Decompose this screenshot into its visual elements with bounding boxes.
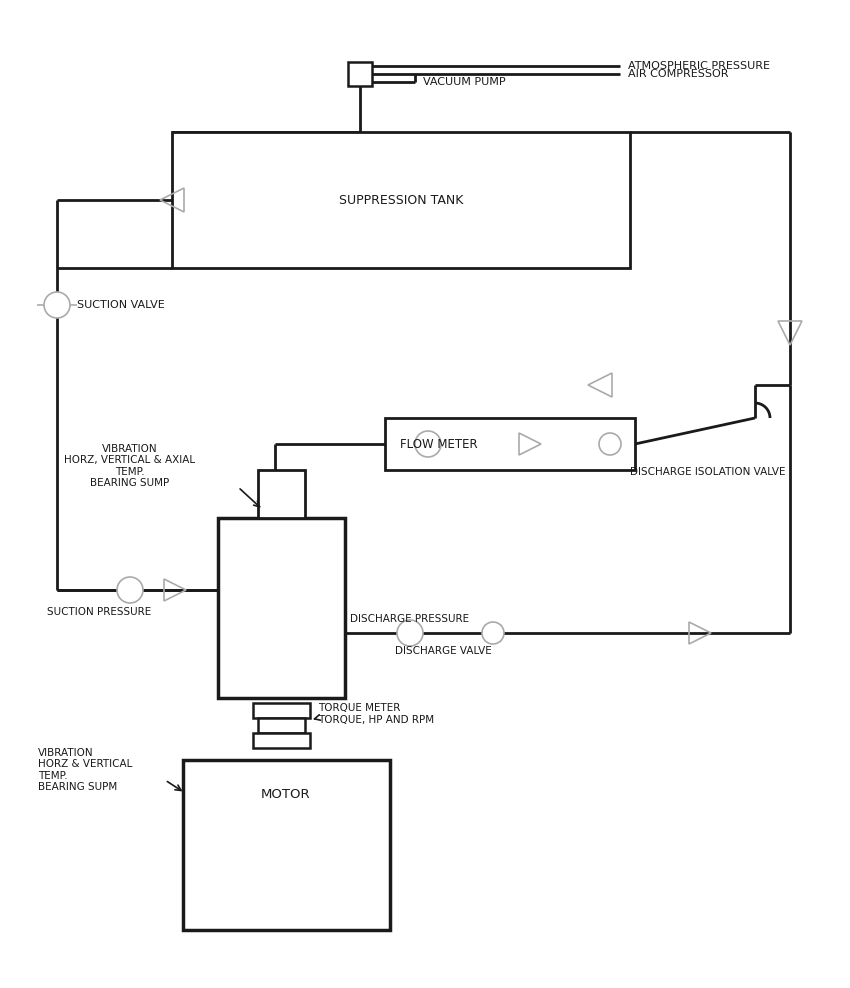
Circle shape	[482, 622, 504, 644]
Text: MOTOR: MOTOR	[261, 788, 311, 801]
Circle shape	[397, 620, 423, 646]
Bar	[218, 518, 345, 698]
Bar	[348, 62, 372, 86]
Bar	[253, 703, 310, 718]
Text: DISCHARGE VALVE: DISCHARGE VALVE	[395, 646, 492, 656]
Circle shape	[599, 433, 621, 455]
Circle shape	[44, 292, 70, 318]
Circle shape	[117, 577, 143, 603]
Bar	[253, 733, 310, 748]
Circle shape	[415, 431, 441, 457]
Text: AIR COMPRESSOR: AIR COMPRESSOR	[628, 69, 728, 79]
Text: VACUUM PUMP: VACUUM PUMP	[423, 77, 506, 87]
Text: SUCTION VALVE: SUCTION VALVE	[77, 300, 165, 310]
Text: DISCHARGE PRESSURE: DISCHARGE PRESSURE	[350, 614, 469, 624]
Text: ATMOSPHERIC PRESSURE: ATMOSPHERIC PRESSURE	[628, 61, 770, 71]
Text: VIBRATION
HORZ & VERTICAL
TEMP.
BEARING SUPM: VIBRATION HORZ & VERTICAL TEMP. BEARING …	[38, 748, 133, 792]
Text: DISCHARGE ISOLATION VALVE: DISCHARGE ISOLATION VALVE	[630, 467, 785, 477]
Text: SUCTION PRESSURE: SUCTION PRESSURE	[47, 607, 151, 617]
Text: FLOW METER: FLOW METER	[400, 438, 478, 451]
Bar	[258, 718, 305, 733]
Bar	[172, 132, 630, 268]
Bar	[183, 760, 390, 930]
Text: SUPPRESSION TANK: SUPPRESSION TANK	[339, 194, 463, 206]
Text: TORQUE METER
TORQUE, HP AND RPM: TORQUE METER TORQUE, HP AND RPM	[318, 703, 434, 725]
Bar	[385, 418, 635, 470]
Bar	[258, 470, 305, 518]
Text: VIBRATION
HORZ, VERTICAL & AXIAL
TEMP.
BEARING SUMP: VIBRATION HORZ, VERTICAL & AXIAL TEMP. B…	[65, 444, 196, 488]
